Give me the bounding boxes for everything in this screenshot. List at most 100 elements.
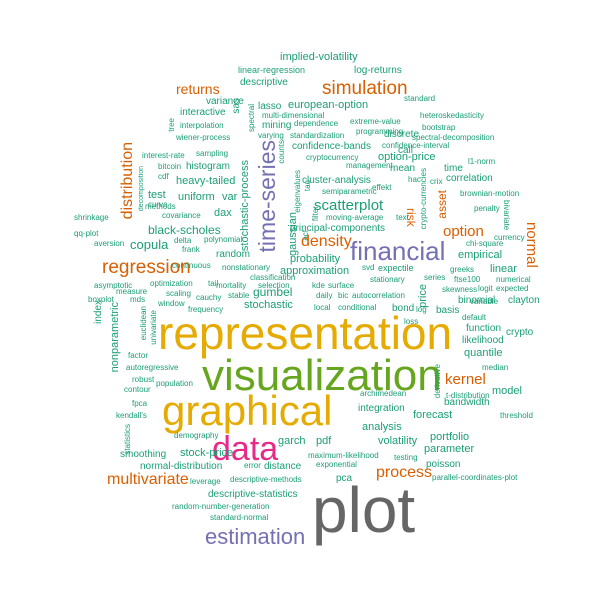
word-standard: standard bbox=[404, 94, 436, 103]
word-returns: returns bbox=[176, 81, 220, 97]
word-threshold: threshold bbox=[500, 411, 533, 420]
word-maximum-likelihood: maximum-likelihood bbox=[308, 451, 379, 460]
word-loss: loss bbox=[404, 317, 419, 326]
word-nonstationary: nonstationary bbox=[222, 263, 271, 272]
word-descriptive-statistics: descriptive-statistics bbox=[208, 489, 298, 500]
word-european-option: european-option bbox=[288, 99, 369, 111]
word-daily: daily bbox=[316, 291, 333, 300]
word-aversion: aversion bbox=[94, 239, 125, 248]
word-bic: bic bbox=[338, 291, 349, 300]
word-scatterplot: scatterplot bbox=[314, 197, 384, 214]
word-copula: copula bbox=[130, 237, 169, 252]
word-density: density bbox=[301, 233, 352, 250]
word-pdf: pdf bbox=[316, 435, 332, 447]
word-testing: testing bbox=[394, 453, 418, 462]
word-uniform: uniform bbox=[178, 191, 215, 203]
word-statistics: statistics bbox=[123, 424, 132, 455]
word-interactive: interactive bbox=[180, 107, 226, 118]
word-varying: varying bbox=[258, 131, 284, 140]
word-delta: delta bbox=[174, 236, 192, 245]
word-risk: risk bbox=[404, 208, 418, 227]
word-standard-normal: standard-normal bbox=[210, 513, 269, 522]
word-measure: measure bbox=[116, 287, 148, 296]
word-counts: counts bbox=[277, 140, 286, 164]
word-programming: programming bbox=[356, 127, 404, 136]
word-linear: linear bbox=[490, 263, 517, 275]
word-cryptocurrency: cryptocurrency bbox=[306, 153, 359, 162]
word-bivariate: bivariate bbox=[502, 200, 511, 231]
word-acf: acf bbox=[301, 230, 310, 241]
word-cauchy: cauchy bbox=[196, 293, 222, 302]
word-default: default bbox=[462, 313, 487, 322]
word-leverage: leverage bbox=[190, 477, 221, 486]
word-clayton: clayton bbox=[508, 295, 540, 306]
word-random-number-generation: random-number-generation bbox=[172, 502, 270, 511]
word-median: median bbox=[482, 363, 509, 372]
word-descriptive: descriptive bbox=[240, 77, 288, 88]
word-black-scholes: black-scholes bbox=[148, 223, 221, 237]
word-quantile: quantile bbox=[464, 347, 503, 359]
word-representation: representation bbox=[158, 307, 453, 359]
word-factor: factor bbox=[128, 351, 149, 360]
word-extreme-value: extreme-value bbox=[350, 117, 401, 126]
word-expected: expected bbox=[496, 284, 529, 293]
word-time: time bbox=[444, 163, 463, 174]
word-spectral-decomposition: spectral-decomposition bbox=[412, 133, 495, 142]
word-eigenvalues: eigenvalues bbox=[293, 170, 302, 213]
word-scaling: scaling bbox=[166, 289, 191, 298]
word-fpca: fpca bbox=[132, 399, 148, 408]
word-crypto-currencies: crypto-currencies bbox=[419, 168, 428, 230]
word-normal: normal bbox=[523, 222, 540, 268]
word-visualization: visualization bbox=[202, 351, 442, 400]
word-effekt: effekt bbox=[372, 183, 392, 192]
word-standardization: standardization bbox=[290, 131, 345, 140]
word-interest-rate: interest-rate bbox=[142, 151, 185, 160]
word-confidence-bands: confidence-bands bbox=[292, 141, 371, 152]
word-test: test bbox=[148, 189, 166, 201]
word-covariance: covariance bbox=[162, 211, 201, 220]
word-bitcoin: bitcoin bbox=[158, 162, 182, 171]
word-skewness: skewness bbox=[442, 285, 478, 294]
word-integration: integration bbox=[358, 403, 405, 414]
word-kde: kde bbox=[312, 281, 325, 290]
word-descriptive-methods: descriptive-methods bbox=[230, 475, 302, 484]
word-linear-regression: linear-regression bbox=[238, 65, 306, 75]
word-series: series bbox=[424, 273, 446, 282]
word-data: data bbox=[212, 430, 279, 468]
word-call: call bbox=[398, 145, 414, 156]
word-implied-volatility: implied-volatility bbox=[280, 51, 358, 63]
word-asset: asset bbox=[435, 190, 449, 219]
word-conditional: conditional bbox=[338, 303, 377, 312]
word-greeks: greeks bbox=[450, 265, 475, 274]
word-sampling: sampling bbox=[196, 149, 229, 158]
word-principal-components: principal-components bbox=[290, 223, 386, 234]
word-correlation: correlation bbox=[446, 173, 493, 184]
word-gaussian: gaussian bbox=[287, 212, 299, 257]
word-regression: regression bbox=[102, 257, 191, 278]
word-stock-price: stock-price bbox=[180, 447, 234, 459]
word-log-returns: log-returns bbox=[354, 65, 402, 76]
word-qq-plot: qq-plot bbox=[74, 229, 99, 238]
word-tree: tree bbox=[167, 118, 176, 132]
word-ftse100: ftse100 bbox=[454, 275, 481, 284]
word-sas: sas bbox=[231, 98, 242, 114]
word-logit: logit bbox=[478, 284, 493, 293]
word-option-price: option-price bbox=[378, 151, 436, 163]
word-pca: pca bbox=[336, 473, 353, 484]
word-methods: methods bbox=[145, 202, 176, 211]
word-discrete: discrete bbox=[384, 129, 420, 140]
word-hac: hac bbox=[408, 175, 421, 184]
word-moving-average: moving-average bbox=[326, 213, 384, 222]
word-spectral: spectral bbox=[247, 104, 256, 133]
word-basis: basis bbox=[436, 305, 460, 316]
word-tail: tail bbox=[208, 279, 219, 288]
word-population: population bbox=[156, 379, 193, 388]
word-autocorrelation: autocorrelation bbox=[352, 291, 405, 300]
word-wiener-process: wiener-process bbox=[176, 133, 231, 142]
word-univariate: univariate bbox=[149, 310, 158, 345]
word-parameter: parameter bbox=[424, 443, 475, 455]
word-distance: distance bbox=[264, 461, 302, 472]
word-t-distribution: t-distribution bbox=[446, 391, 490, 400]
word-bootstrap: bootstrap bbox=[422, 123, 456, 132]
